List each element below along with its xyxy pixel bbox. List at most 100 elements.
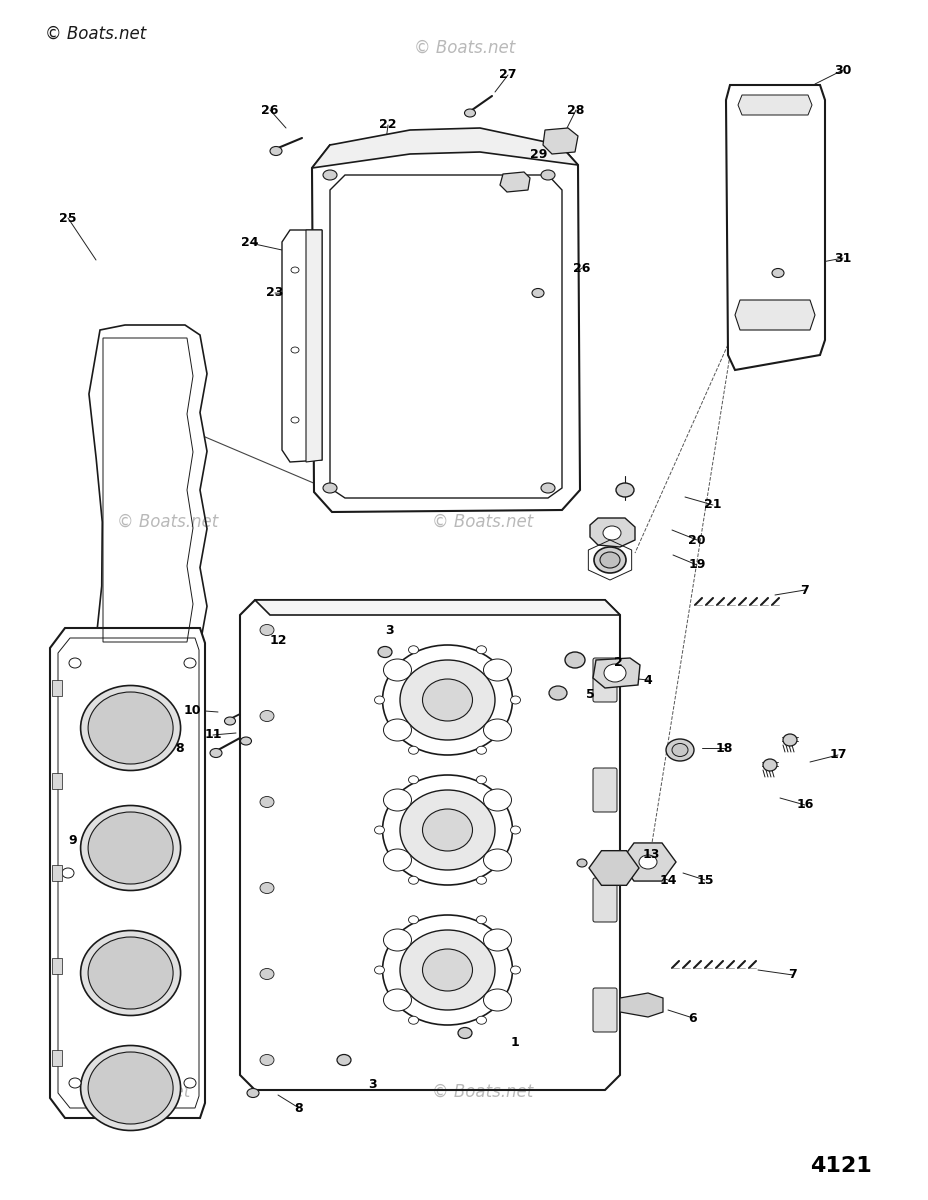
Ellipse shape [382, 646, 512, 755]
Ellipse shape [383, 929, 411, 950]
Ellipse shape [81, 805, 180, 890]
Ellipse shape [382, 914, 512, 1025]
Ellipse shape [408, 746, 418, 755]
Ellipse shape [483, 719, 511, 740]
Ellipse shape [400, 790, 495, 870]
Polygon shape [329, 175, 561, 498]
Ellipse shape [260, 624, 274, 636]
Text: 25: 25 [59, 211, 77, 224]
Ellipse shape [323, 482, 337, 493]
Polygon shape [589, 518, 635, 547]
Ellipse shape [671, 744, 688, 756]
Ellipse shape [762, 758, 776, 770]
Ellipse shape [383, 850, 411, 871]
Text: 7: 7 [800, 583, 808, 596]
Text: 28: 28 [567, 103, 584, 116]
Ellipse shape [382, 775, 512, 886]
Text: 9: 9 [69, 834, 77, 846]
Ellipse shape [378, 647, 392, 658]
Text: 16: 16 [795, 798, 813, 811]
Text: 26: 26 [261, 103, 278, 116]
Text: 1: 1 [510, 1037, 519, 1050]
Polygon shape [619, 994, 663, 1018]
Ellipse shape [81, 930, 180, 1015]
Ellipse shape [540, 170, 554, 180]
Text: 8: 8 [175, 742, 184, 755]
Ellipse shape [540, 482, 554, 493]
Ellipse shape [400, 660, 495, 740]
Bar [52, 680, 62, 696]
Polygon shape [619, 842, 676, 881]
Text: 10: 10 [183, 703, 200, 716]
Text: 15: 15 [695, 874, 713, 887]
Ellipse shape [665, 739, 693, 761]
Ellipse shape [408, 775, 418, 784]
Text: 29: 29 [530, 149, 548, 162]
Text: 22: 22 [379, 119, 396, 132]
Ellipse shape [408, 646, 418, 654]
Ellipse shape [476, 646, 486, 654]
Ellipse shape [576, 859, 586, 866]
Ellipse shape [771, 269, 783, 277]
Polygon shape [254, 600, 619, 614]
Ellipse shape [225, 716, 235, 725]
Polygon shape [305, 230, 322, 462]
Ellipse shape [383, 659, 411, 680]
Text: © Boats.net: © Boats.net [89, 1082, 189, 1102]
Ellipse shape [184, 1078, 196, 1088]
Ellipse shape [458, 1027, 471, 1038]
Text: 3: 3 [368, 1079, 377, 1092]
Ellipse shape [81, 1045, 180, 1130]
Polygon shape [312, 145, 579, 512]
Ellipse shape [483, 790, 511, 811]
Text: 6: 6 [688, 1012, 697, 1025]
Polygon shape [239, 600, 619, 1090]
Polygon shape [725, 85, 824, 370]
Polygon shape [50, 628, 205, 1118]
Polygon shape [499, 172, 530, 192]
Ellipse shape [422, 949, 472, 991]
Text: © Boats.net: © Boats.net [432, 514, 533, 530]
Polygon shape [734, 300, 814, 330]
Ellipse shape [88, 1052, 173, 1124]
Text: © Boats.net: © Boats.net [117, 514, 217, 530]
Polygon shape [89, 325, 207, 655]
Ellipse shape [260, 968, 274, 979]
Text: 18: 18 [715, 742, 732, 755]
Ellipse shape [374, 696, 384, 704]
Ellipse shape [210, 749, 222, 757]
Ellipse shape [476, 876, 486, 884]
FancyBboxPatch shape [592, 878, 616, 922]
Text: 31: 31 [833, 252, 851, 264]
Ellipse shape [510, 826, 520, 834]
Ellipse shape [247, 1088, 259, 1098]
Ellipse shape [422, 679, 472, 721]
Text: 19: 19 [688, 558, 705, 571]
Ellipse shape [290, 347, 299, 353]
Ellipse shape [599, 552, 619, 568]
Ellipse shape [374, 966, 384, 974]
FancyBboxPatch shape [592, 658, 616, 702]
Ellipse shape [483, 659, 511, 680]
Text: 3: 3 [385, 624, 393, 636]
FancyBboxPatch shape [592, 988, 616, 1032]
Ellipse shape [337, 1055, 351, 1066]
Text: 27: 27 [498, 68, 516, 82]
Ellipse shape [240, 737, 251, 745]
Polygon shape [737, 95, 811, 115]
Text: 20: 20 [688, 534, 705, 546]
Text: 4121: 4121 [809, 1157, 870, 1176]
Bar [52, 773, 62, 788]
Ellipse shape [408, 876, 418, 884]
Ellipse shape [638, 854, 656, 869]
Ellipse shape [782, 734, 796, 746]
Text: 21: 21 [703, 498, 721, 511]
Text: 5: 5 [585, 689, 594, 702]
Bar [52, 1050, 62, 1066]
Polygon shape [588, 851, 638, 886]
Ellipse shape [260, 882, 274, 894]
Ellipse shape [593, 547, 625, 572]
Ellipse shape [184, 658, 196, 668]
Text: 12: 12 [269, 634, 287, 647]
Ellipse shape [483, 989, 511, 1010]
